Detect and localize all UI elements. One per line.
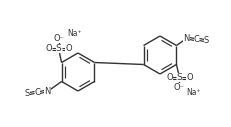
Text: Na⁺: Na⁺ — [67, 29, 82, 38]
Text: O: O — [45, 44, 52, 53]
Text: Na⁺: Na⁺ — [185, 88, 200, 97]
Text: N: N — [44, 87, 51, 96]
Text: C: C — [34, 88, 40, 97]
Text: N: N — [182, 34, 189, 43]
Text: C: C — [193, 35, 198, 44]
Text: O⁻: O⁻ — [53, 34, 64, 43]
Text: O: O — [185, 73, 192, 82]
Text: O: O — [65, 44, 72, 53]
Text: S: S — [55, 44, 61, 53]
Text: O: O — [165, 73, 172, 82]
Text: S: S — [25, 89, 30, 98]
Text: S: S — [176, 73, 182, 82]
Text: S: S — [203, 36, 208, 45]
Text: O⁻: O⁻ — [173, 83, 184, 92]
